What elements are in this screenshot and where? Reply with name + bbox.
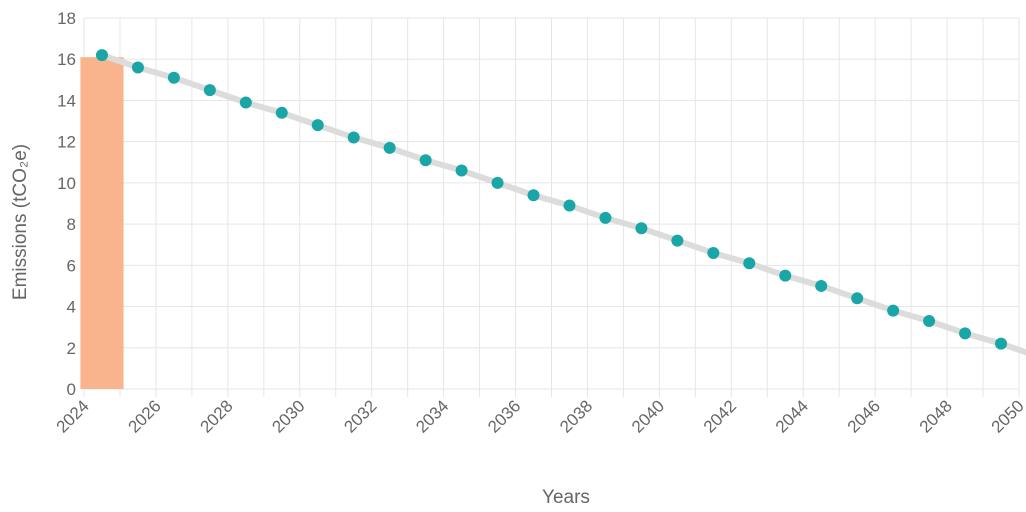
grid [83,17,1020,397]
y-tick-label: 8 [67,215,76,234]
data-point [851,292,864,305]
point-layer [95,49,1008,350]
y-tick-label: 10 [57,174,76,193]
data-point [131,61,144,74]
x-tick-label: 2050 [988,396,1026,436]
x-tick-label: 2036 [484,396,524,436]
data-point [383,141,396,154]
data-point [815,279,828,292]
x-tick-label: 2038 [556,396,596,436]
data-point [95,49,108,62]
y-tick-label: 4 [67,298,76,317]
x-tick-label: 2024 [53,396,93,436]
data-point [635,222,648,235]
data-point [959,327,972,340]
x-axis-ticks: 2024 2026 2028 2030 2032 2034 2036 2038 2040 2042… [53,396,1026,436]
data-point [887,304,900,317]
y-tick-label: 14 [57,91,76,110]
data-point [347,131,360,144]
data-point [419,154,432,167]
x-tick-label: 2042 [700,396,740,436]
data-point [167,71,180,84]
data-point [671,234,684,247]
y-tick-label: 2 [67,339,76,358]
data-point [995,337,1008,350]
y-tick-label: 16 [57,50,76,69]
bar-2024 [80,57,124,390]
x-tick-label: 2040 [628,396,668,436]
data-point [527,189,540,202]
x-tick-label: 2044 [772,396,812,436]
data-point [779,269,792,282]
data-point [275,106,288,119]
data-point [203,84,216,97]
x-tick-label: 2034 [412,396,452,436]
data-point [491,176,504,189]
x-tick-label: 2032 [340,396,380,436]
x-tick-label: 2026 [125,396,165,436]
x-axis-title: Years [542,487,590,508]
data-point [923,314,936,327]
bar-layer [80,57,124,390]
x-tick-label: 2028 [196,396,236,436]
data-point [707,246,720,259]
data-point [311,119,324,132]
data-point [239,96,252,109]
data-point [599,211,612,224]
x-tick-label: 2048 [916,396,956,436]
data-point [743,257,756,270]
y-tick-label: 18 [57,9,76,28]
x-tick-label: 2030 [268,396,308,436]
y-axis-ticks: 0 2 4 6 8 10 12 14 16 18 [57,9,76,399]
y-tick-label: 0 [67,380,76,399]
data-point [563,199,576,212]
y-tick-label: 12 [57,133,76,152]
y-axis-title: Emissions (tCO₂e) [10,144,31,300]
x-tick-label: 2046 [844,396,884,436]
y-tick-label: 6 [67,256,76,275]
data-point [455,164,468,177]
